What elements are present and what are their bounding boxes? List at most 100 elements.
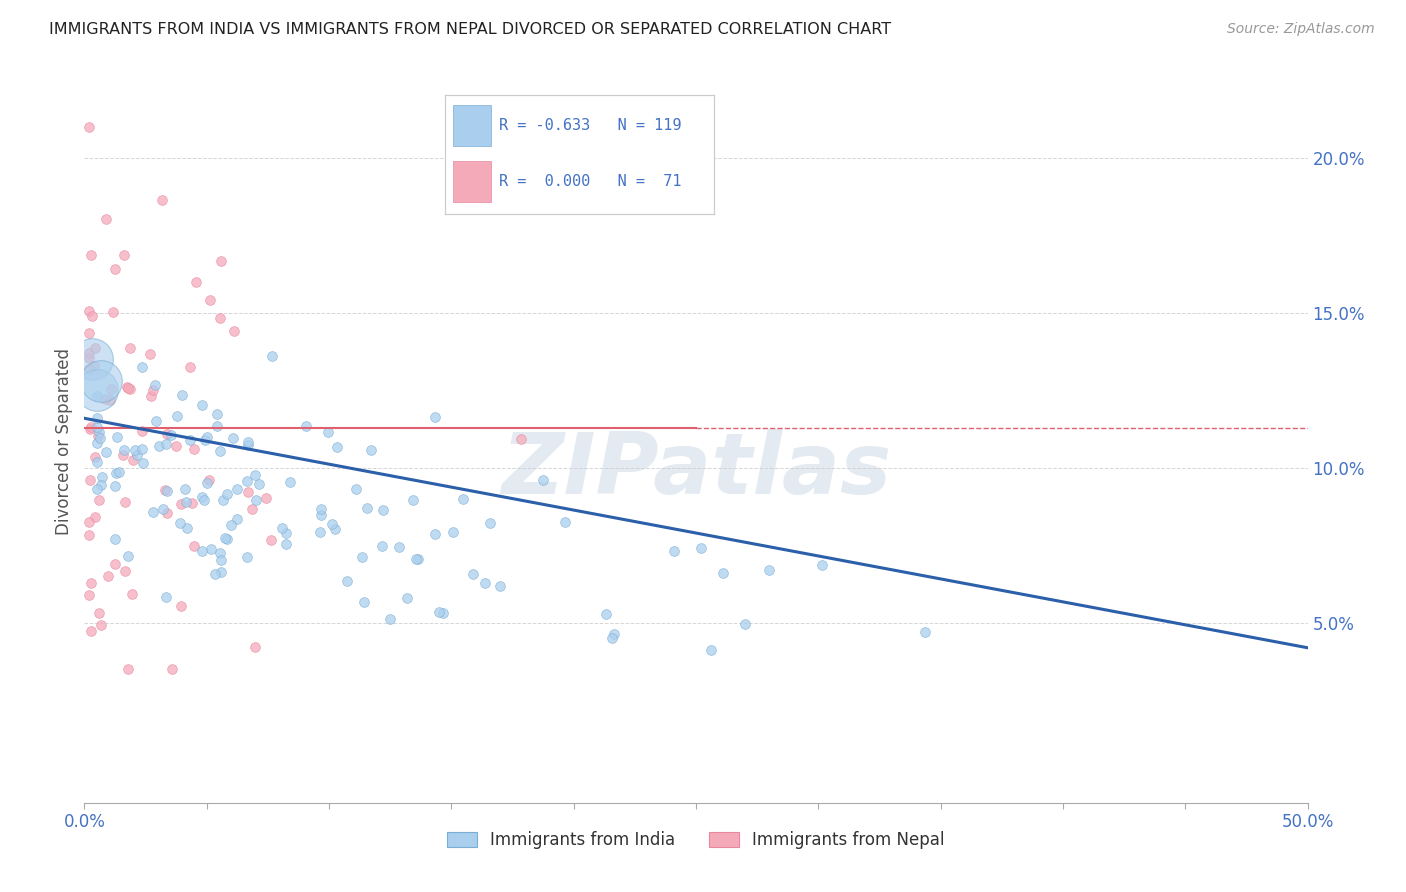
Point: [205, 419, 228, 434]
Point: [156, 506, 179, 520]
Point: [554, 515, 576, 529]
Point: [198, 293, 221, 308]
Point: [602, 627, 624, 641]
Point: [77, 362, 100, 376]
Point: [169, 516, 191, 531]
Point: [236, 474, 259, 488]
Point: [90, 469, 112, 483]
Point: [371, 502, 394, 516]
Point: [94, 212, 117, 227]
Point: [274, 536, 297, 550]
Point: [205, 408, 228, 422]
Point: [209, 552, 232, 566]
Point: [406, 552, 429, 566]
Point: [127, 448, 149, 462]
Point: [245, 493, 267, 508]
Point: [176, 521, 198, 535]
Point: [295, 419, 318, 434]
Point: [209, 310, 232, 325]
Point: [190, 543, 212, 558]
Point: [86, 429, 108, 443]
Point: [90, 374, 112, 388]
Point: [173, 482, 195, 496]
Point: [395, 591, 418, 606]
Point: [236, 434, 259, 449]
Point: [378, 612, 401, 626]
Point: [165, 439, 187, 453]
Point: [432, 606, 454, 620]
Point: [131, 360, 153, 375]
Point: [240, 501, 263, 516]
Point: [226, 512, 249, 526]
Point: [183, 442, 205, 457]
Point: [108, 465, 131, 479]
Point: [155, 437, 177, 451]
Point: [183, 539, 205, 553]
Point: [236, 484, 259, 499]
Point: [79, 419, 101, 434]
Point: [105, 430, 128, 444]
Point: [197, 473, 219, 487]
Point: [103, 558, 125, 572]
Point: [117, 549, 139, 563]
Point: [77, 588, 100, 602]
Point: [155, 591, 177, 605]
Point: [112, 448, 135, 462]
Point: [90, 617, 112, 632]
Point: [132, 456, 155, 470]
Point: [86, 455, 108, 469]
Point: [276, 525, 298, 540]
Point: [139, 346, 162, 360]
Point: [112, 442, 135, 457]
Point: [162, 663, 184, 677]
Point: [145, 378, 167, 392]
Point: [112, 248, 135, 262]
Point: [478, 516, 501, 530]
Point: [77, 515, 100, 529]
Point: [388, 541, 411, 555]
Point: [441, 524, 464, 539]
Point: [336, 574, 359, 589]
Point: [595, 607, 617, 621]
Point: [170, 497, 193, 511]
Point: [166, 409, 188, 424]
Point: [423, 409, 446, 424]
Point: [104, 532, 127, 546]
Point: [191, 398, 214, 412]
Point: [309, 524, 332, 539]
Point: [94, 392, 117, 406]
Point: [80, 624, 103, 639]
Point: [170, 388, 193, 402]
Point: [87, 607, 110, 621]
Point: [80, 309, 103, 323]
Point: [217, 533, 239, 547]
Point: [86, 384, 108, 398]
Point: [195, 430, 218, 444]
Point: [179, 433, 201, 447]
Point: [689, 541, 711, 555]
Point: [86, 420, 108, 434]
Point: [86, 411, 108, 425]
Point: [83, 359, 105, 373]
Point: [352, 549, 374, 564]
Point: [321, 516, 343, 531]
Point: [84, 510, 107, 524]
Point: [141, 388, 163, 402]
Point: [758, 563, 780, 577]
Point: [236, 550, 259, 565]
Point: [212, 492, 235, 507]
Point: [156, 427, 179, 442]
Point: [488, 578, 510, 592]
Text: ZIPatlas: ZIPatlas: [501, 429, 891, 512]
Point: [86, 435, 108, 450]
Point: [80, 575, 103, 590]
Point: [77, 120, 100, 134]
Point: [169, 599, 191, 613]
Point: [360, 443, 382, 458]
Point: [89, 493, 111, 508]
Point: [153, 483, 176, 497]
Point: [77, 326, 100, 341]
Point: [699, 643, 721, 657]
Point: [309, 508, 332, 522]
Point: [77, 345, 100, 359]
